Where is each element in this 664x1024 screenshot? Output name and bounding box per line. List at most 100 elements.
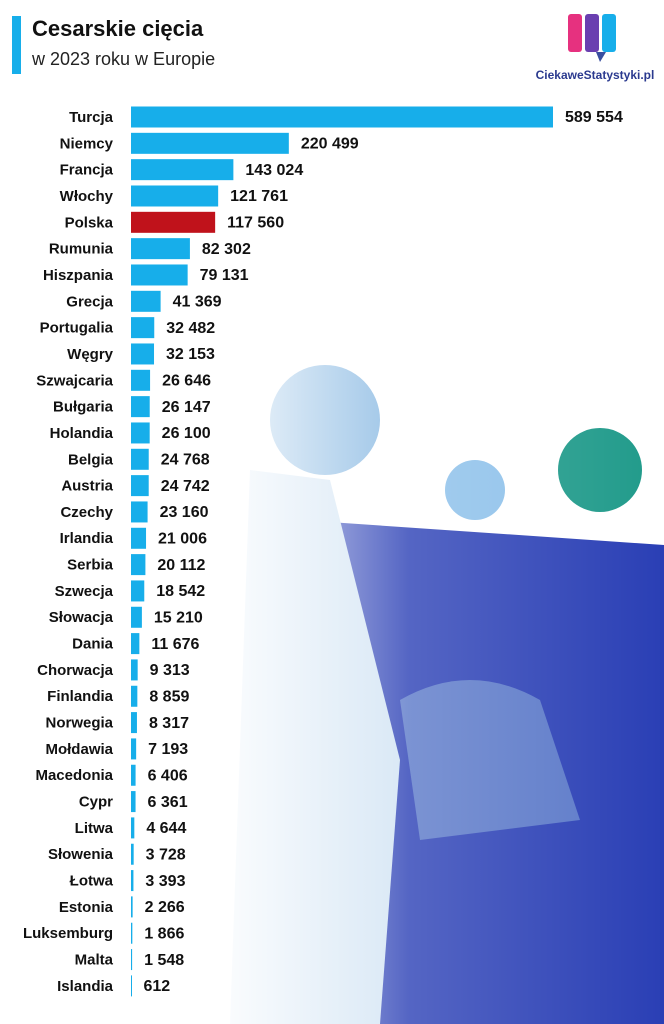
value-label: 3 728 xyxy=(146,846,186,863)
value-label: 11 676 xyxy=(151,636,199,653)
chart-title: Cesarskie cięcia xyxy=(32,16,204,41)
category-label: Szwajcaria xyxy=(36,372,113,389)
category-label: Rumunia xyxy=(49,241,114,258)
bar xyxy=(131,606,142,628)
category-label: Holandia xyxy=(50,425,114,442)
category-label: Mołdawia xyxy=(45,741,113,758)
category-label: Włochy xyxy=(60,188,114,205)
category-label: Islandia xyxy=(57,978,114,995)
bar xyxy=(131,264,188,286)
value-label: 32 153 xyxy=(166,346,215,363)
bar xyxy=(131,290,161,312)
category-label: Luksemburg xyxy=(23,925,113,942)
value-label: 21 006 xyxy=(158,530,207,547)
value-label: 6 406 xyxy=(148,767,188,784)
bar xyxy=(131,843,134,865)
category-label: Polska xyxy=(65,214,114,231)
bar xyxy=(131,896,133,918)
category-label: Węgry xyxy=(67,346,114,363)
value-label: 24 768 xyxy=(161,452,210,469)
category-label: Słowacja xyxy=(49,609,114,626)
category-label: Francja xyxy=(60,162,114,179)
value-label: 23 160 xyxy=(160,504,209,521)
value-label: 121 761 xyxy=(230,188,288,205)
value-label: 26 100 xyxy=(162,425,211,442)
value-label: 143 024 xyxy=(245,162,303,179)
value-label: 9 313 xyxy=(150,662,190,679)
value-label: 26 147 xyxy=(162,399,211,416)
bar xyxy=(131,685,138,707)
value-label: 117 560 xyxy=(227,215,284,232)
value-label: 20 112 xyxy=(157,557,205,574)
category-label: Dania xyxy=(72,636,114,653)
bar xyxy=(131,317,155,339)
bar xyxy=(131,343,155,365)
category-label: Grecja xyxy=(66,293,113,310)
value-label: 612 xyxy=(143,978,170,995)
category-label: Chorwacja xyxy=(37,662,114,679)
category-label: Irlandia xyxy=(60,530,114,547)
category-label: Szwecja xyxy=(55,583,114,600)
value-label: 79 131 xyxy=(200,267,249,284)
value-label: 32 482 xyxy=(166,320,215,337)
category-label: Hiszpania xyxy=(43,267,114,284)
value-label: 41 369 xyxy=(173,294,222,311)
bar xyxy=(131,791,136,813)
bar xyxy=(131,817,135,839)
category-label: Estonia xyxy=(59,899,114,916)
category-label: Austria xyxy=(61,478,113,495)
value-label: 24 742 xyxy=(161,478,210,495)
category-label: Portugalia xyxy=(40,320,114,337)
value-label: 2 266 xyxy=(145,899,185,916)
bar xyxy=(131,949,133,971)
bar xyxy=(131,922,133,944)
value-label: 1 548 xyxy=(144,952,184,969)
bar xyxy=(131,475,149,497)
category-label: Turcja xyxy=(69,109,114,126)
value-label: 6 361 xyxy=(148,794,188,811)
category-label: Finlandia xyxy=(47,688,113,705)
bar xyxy=(131,185,219,207)
category-label: Niemcy xyxy=(60,135,114,152)
background-photo xyxy=(200,360,664,1024)
value-label: 1 866 xyxy=(144,925,184,942)
bar xyxy=(131,159,234,181)
bar xyxy=(131,396,150,418)
category-label: Słowenia xyxy=(48,846,114,863)
bar xyxy=(131,501,148,523)
bar xyxy=(131,369,151,391)
value-label: 15 210 xyxy=(154,609,203,626)
bar xyxy=(131,211,216,233)
category-label: Czechy xyxy=(60,504,113,521)
value-label: 82 302 xyxy=(202,241,251,258)
category-label: Norwegia xyxy=(45,715,113,732)
logo xyxy=(568,14,616,62)
value-label: 3 393 xyxy=(145,873,185,890)
bar xyxy=(131,712,137,734)
category-label: Macedonia xyxy=(35,767,113,784)
chart-subtitle: w 2023 roku w Europie xyxy=(31,49,215,69)
value-label: 589 554 xyxy=(565,109,623,126)
value-label: 7 193 xyxy=(148,741,188,758)
category-label: Belgia xyxy=(68,451,114,468)
bar xyxy=(131,580,145,602)
title-accent xyxy=(12,16,21,74)
bar xyxy=(131,106,553,128)
bar xyxy=(131,738,137,760)
bar xyxy=(131,527,147,549)
value-label: 8 859 xyxy=(149,688,189,705)
category-label: Serbia xyxy=(67,557,114,574)
category-label: Litwa xyxy=(75,820,114,837)
bar xyxy=(131,422,150,444)
bar xyxy=(131,870,134,892)
bar xyxy=(131,633,140,655)
bar xyxy=(131,554,146,576)
value-label: 4 644 xyxy=(146,820,186,837)
value-label: 18 542 xyxy=(156,583,205,600)
bar xyxy=(131,764,136,786)
bar xyxy=(131,238,190,260)
value-label: 8 317 xyxy=(149,715,189,732)
category-label: Malta xyxy=(75,952,114,969)
bar xyxy=(131,448,149,470)
